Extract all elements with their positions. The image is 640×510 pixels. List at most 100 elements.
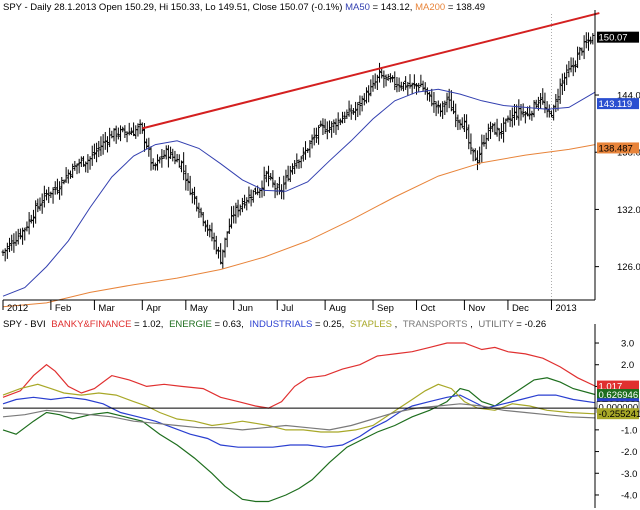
legend-energie-value: = 0.63, (215, 319, 244, 330)
ohlc-bar (415, 83, 419, 95)
price-x-tick-label: Oct (421, 303, 436, 314)
ohlc-bar (251, 189, 255, 203)
ohlc-bar (184, 164, 188, 191)
ohlc-bar (484, 132, 488, 150)
ohlc-bar (332, 119, 336, 133)
ma200-badge-bg (597, 142, 639, 154)
ohlc-bar (119, 125, 123, 142)
ohlc-bar (223, 237, 227, 258)
ohlc-bar (486, 123, 490, 142)
ohlc-bar (199, 207, 203, 218)
ohlc-bar (247, 186, 251, 204)
ohlc-bar (449, 90, 453, 112)
ohlc-bar (45, 189, 49, 201)
ohlc-bar (238, 204, 242, 216)
ohlc-bar (589, 36, 593, 45)
sector-value-badge: 1.017 (597, 380, 639, 393)
ohlc-bar (166, 145, 170, 168)
ohlc-bar (408, 74, 412, 89)
ohlc-bar (323, 118, 327, 134)
ohlc-bar (225, 231, 229, 248)
ohlc-bar (345, 109, 349, 120)
ohlc-bar (554, 94, 558, 113)
price-x-tick-label: Jun (238, 303, 253, 314)
ohlc-bar (299, 155, 303, 169)
sector-line-energie (2, 377, 596, 503)
ohlc-bar (423, 82, 427, 95)
ohlc-bar (425, 87, 429, 101)
ma50-legend-label: MA50 (345, 2, 370, 13)
ohlc-bar (14, 231, 18, 247)
ohlc-bar (31, 209, 35, 228)
ma200-legend-value: = 138.49 (448, 2, 485, 13)
ohlc-bar (267, 165, 271, 187)
ohlc-bar (3, 248, 7, 262)
ohlc-bar (243, 194, 247, 209)
ohlc-bar (404, 76, 408, 90)
ohlc-bar (543, 92, 547, 114)
ohlc-bar (443, 100, 447, 115)
ma50-legend-value: = 143.12, (373, 2, 413, 13)
ohlc-bar (462, 114, 466, 133)
sector-lines (2, 342, 596, 503)
ohlc-bar (110, 130, 114, 139)
ohlc-bar (397, 77, 401, 92)
ohlc-bar (354, 101, 358, 121)
sector-value-badge: -0.255241 (597, 408, 640, 420)
ohlc-bar (417, 82, 421, 92)
ohlc-bar (497, 128, 501, 142)
ohlc-bar (530, 110, 534, 121)
ohlc-bar (312, 127, 316, 146)
ohlc-bar (66, 169, 70, 184)
ohlc-bar (573, 60, 577, 73)
ohlc-bar (391, 75, 395, 83)
ohlc-bar (23, 227, 27, 241)
ohlc-bar (489, 121, 493, 139)
ohlc-bar (129, 127, 133, 136)
ohlc-bar (532, 100, 536, 118)
ohlc-bar (308, 140, 312, 158)
ohlc-bar (186, 172, 190, 191)
ohlc-bar (160, 149, 164, 168)
ma200-badge-label: 138.487 (599, 143, 633, 154)
ohlc-bar (334, 118, 338, 135)
sector-y-tick-label: -4.0 (621, 490, 637, 501)
ohlc-bar (364, 87, 368, 104)
ohlc-bar (99, 136, 103, 157)
price-x-tick-label: 2013 (555, 303, 576, 314)
ohlc-bar (190, 188, 194, 204)
price-y-tick-label: 144.0 (617, 91, 640, 102)
ohlc-bar (432, 91, 436, 113)
ohlc-bar (582, 35, 586, 60)
ohlc-bar (586, 32, 590, 51)
ohlc-bar (401, 81, 405, 92)
ohlc-bar (132, 122, 136, 137)
ohlc-bar (232, 205, 236, 224)
legend-energie-name: ENERGIE (169, 319, 212, 330)
ohlc-bar (162, 149, 166, 159)
ohlc-bar (306, 148, 310, 153)
svg-text:1.017: 1.017 (599, 382, 623, 393)
ohlc-bar (301, 147, 305, 162)
ohlc-bar (95, 142, 99, 163)
ohlc-bar (158, 156, 162, 164)
ohlc-bar (454, 103, 458, 128)
ohlc-bar (108, 127, 112, 148)
ohlc-bar (506, 115, 510, 123)
ohlc-bar (341, 111, 345, 124)
ohlc-bar (502, 117, 506, 143)
ohlc-bar (68, 170, 72, 179)
ohlc-bar (116, 127, 120, 140)
svg-text:0.000000: 0.000000 (599, 403, 639, 414)
ohlc-bar (64, 167, 68, 183)
ohlc-bar (16, 228, 20, 245)
ohlc-bar (343, 111, 347, 124)
price-x-tick-label: Mar (98, 303, 114, 314)
ohlc-bar (456, 114, 460, 131)
legend-banky-name: BANKY&FINANCE (51, 319, 131, 330)
ohlc-bar (219, 243, 223, 265)
ohlc-bar (549, 110, 553, 118)
ohlc-bar (5, 242, 9, 259)
ohlc-bar (552, 104, 556, 121)
